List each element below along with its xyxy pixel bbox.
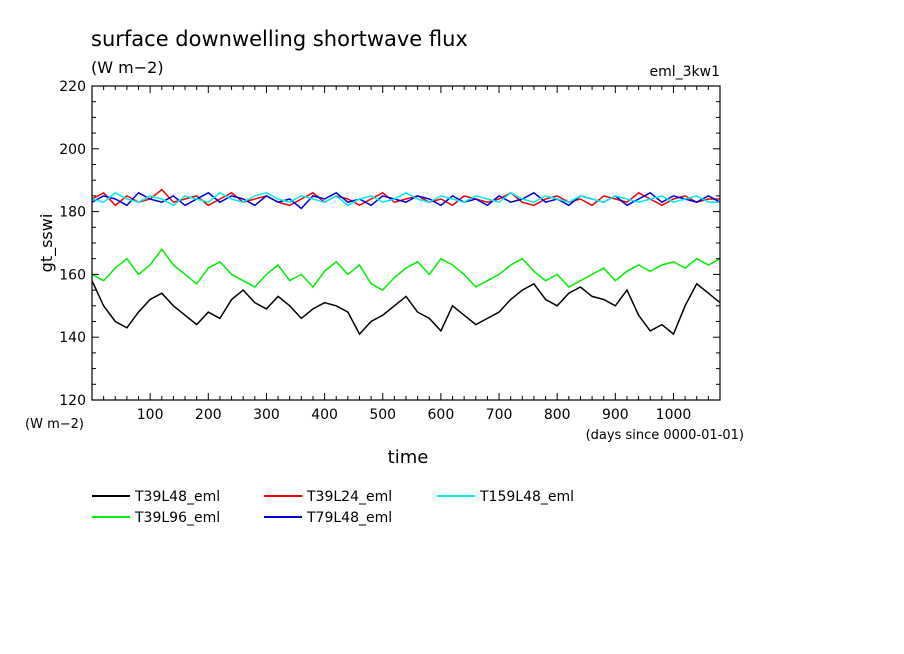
x-tick-label: 500 bbox=[369, 407, 396, 423]
x-axis: 100 200 300 400 500 600 700 800 900 1000 bbox=[103, 86, 709, 423]
plot-frame bbox=[91, 85, 721, 401]
x-axis-label: time bbox=[388, 447, 429, 468]
legend-label: T39L48_eml bbox=[134, 489, 220, 505]
legend-label: T39L96_eml bbox=[134, 510, 220, 526]
x-tick-label: 800 bbox=[544, 407, 571, 423]
legend-label: T159L48_eml bbox=[479, 489, 574, 505]
y-tick-label: 220 bbox=[59, 79, 86, 95]
x-tick-label: 200 bbox=[195, 407, 222, 423]
y-tick-label: 160 bbox=[59, 267, 86, 283]
y-tick-label: 200 bbox=[59, 142, 86, 158]
x-tick-label: 1000 bbox=[656, 407, 692, 423]
y-axis: 120 140 160 180 200 220 bbox=[59, 79, 720, 409]
y-units-label: (W m−2) bbox=[25, 417, 84, 432]
x-tick-label: 100 bbox=[137, 407, 164, 423]
series-line-T39L48_eml bbox=[91, 280, 721, 336]
x-units-label: (days since 0000-01-01) bbox=[586, 428, 744, 443]
y-tick-label: 120 bbox=[59, 393, 86, 409]
x-tick-label: 300 bbox=[253, 407, 280, 423]
x-tick-label: 700 bbox=[486, 407, 513, 423]
y-axis-label: gt_sswi bbox=[37, 214, 57, 273]
y-tick-label: 140 bbox=[59, 330, 86, 346]
legend-label: T79L48_eml bbox=[306, 510, 392, 526]
x-tick-label: 600 bbox=[428, 407, 455, 423]
x-tick-label: 900 bbox=[602, 407, 629, 423]
series-line-T39L24_eml bbox=[91, 188, 720, 207]
chart-subtitle: (W m−2) bbox=[91, 58, 164, 77]
series-line-T159L48_eml bbox=[91, 191, 720, 207]
chart-title: surface downwelling shortwave flux bbox=[91, 27, 468, 51]
legend-label: T39L24_eml bbox=[306, 489, 392, 505]
series-line-T39L96_eml bbox=[91, 248, 721, 292]
legend: T39L48_eml T39L96_eml T39L24_eml T79L48_eml… bbox=[92, 489, 574, 526]
series-line-T79L48_eml bbox=[91, 191, 721, 210]
x-tick-label: 400 bbox=[311, 407, 338, 423]
run-label: eml_3kw1 bbox=[649, 64, 720, 80]
y-tick-label: 180 bbox=[59, 205, 86, 221]
series-group bbox=[91, 188, 721, 336]
